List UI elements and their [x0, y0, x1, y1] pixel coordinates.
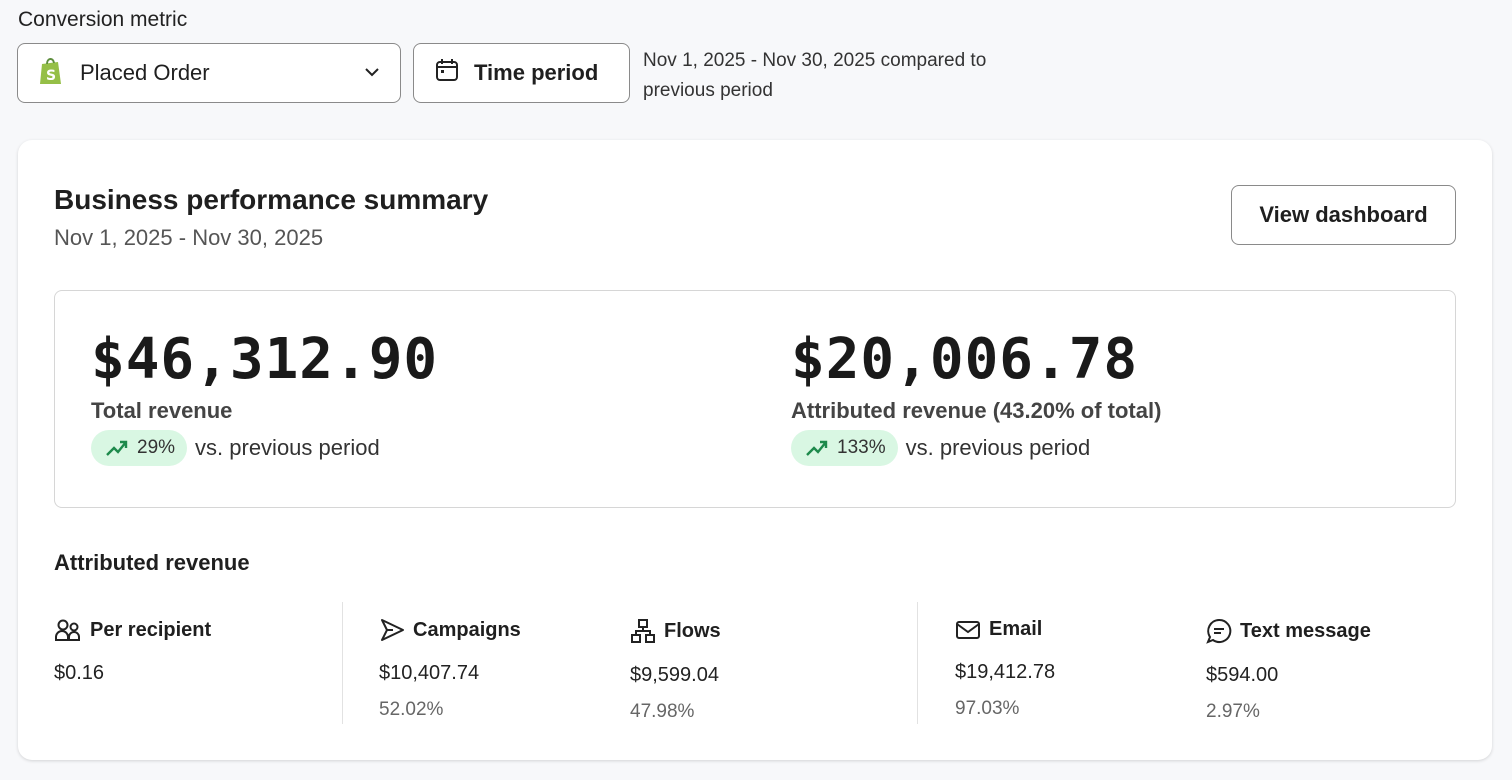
stat-value: $0.16	[54, 662, 105, 684]
calendar-icon	[434, 57, 460, 89]
stat-text-message: Text message $594.00 2.97%	[1206, 618, 1371, 723]
business-summary-card: Business performance summary Nov 1, 2025…	[18, 140, 1492, 760]
total-revenue-value: $46,312.90	[91, 327, 439, 392]
trend-up-icon	[106, 440, 128, 456]
stat-percent: 52.02%	[379, 699, 444, 720]
message-icon	[1206, 618, 1232, 644]
stat-label: Flows	[664, 619, 721, 642]
comparison-text: vs. previous period	[195, 435, 380, 460]
stat-percent: 2.97%	[1206, 701, 1260, 722]
mail-icon	[956, 620, 980, 639]
stat-campaigns: Campaigns $10,407.74 52.02%	[379, 618, 521, 721]
time-period-label: Time period	[474, 60, 599, 85]
stat-percent: 47.98%	[630, 701, 695, 722]
attributed-revenue-heading: Attributed revenue	[54, 550, 250, 575]
stat-email: Email $19,412.78 97.03%	[955, 618, 1055, 720]
send-icon	[381, 619, 404, 641]
conversion-metric-select[interactable]: S Placed Order	[17, 43, 401, 103]
stat-value: $10,407.74	[379, 662, 480, 684]
comparison-text: vs. previous period	[905, 435, 1091, 460]
delta-badge: 133%	[791, 430, 898, 466]
divider	[342, 602, 343, 724]
stat-flows: Flows $9,599.04 47.98%	[630, 618, 721, 723]
attributed-revenue-label: Attributed revenue (43.20% of total)	[791, 398, 1162, 423]
date-range-text: Nov 1, 2025 - Nov 30, 2025 compared to p…	[643, 50, 987, 101]
users-icon	[55, 619, 80, 641]
stat-value: $594.00	[1206, 664, 1279, 686]
stat-value: $19,412.78	[955, 661, 1056, 683]
delta-value: 133%	[837, 437, 886, 458]
total-revenue-label: Total revenue	[91, 398, 233, 423]
summary-title: Business performance summary	[54, 184, 489, 215]
divider	[917, 602, 918, 724]
stat-label: Text message	[1240, 619, 1371, 642]
delta-value: 29%	[137, 437, 176, 458]
view-dashboard-button[interactable]: View dashboard	[1231, 185, 1456, 245]
attributed-revenue-metric: $20,006.78 Attributed revenue (43.20% of…	[791, 327, 1161, 466]
delta-badge: 29%	[91, 430, 188, 466]
stat-label: Email	[989, 618, 1043, 640]
stat-value: $9,599.04	[630, 664, 719, 686]
conversion-metric-label: Conversion metric	[18, 8, 188, 31]
total-revenue-metric: $46,312.90 Total revenue 29% vs. previous…	[91, 327, 438, 466]
chevron-down-icon	[364, 64, 380, 82]
stat-per-recipient: Per recipient $0.16	[54, 618, 211, 685]
attributed-revenue-value: $20,006.78	[791, 327, 1139, 392]
stat-label: Per recipient	[90, 618, 212, 641]
trend-up-icon	[806, 440, 828, 456]
revenue-box: $46,312.90 Total revenue 29% vs. previous…	[54, 290, 1456, 508]
metric-value: Placed Order	[80, 60, 210, 85]
flow-icon	[631, 619, 655, 643]
summary-date-range: Nov 1, 2025 - Nov 30, 2025	[54, 225, 324, 250]
time-period-button[interactable]: Time period	[413, 43, 630, 103]
shopify-icon: S	[38, 56, 64, 91]
svg-text:S: S	[46, 68, 56, 84]
stat-label: Campaigns	[413, 618, 521, 641]
stat-percent: 97.03%	[955, 698, 1020, 719]
